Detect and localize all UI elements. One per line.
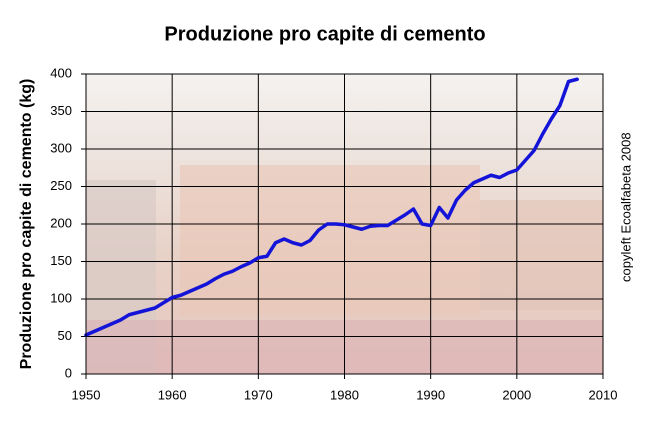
x-tick-label: 1970 [244,387,273,402]
y-tick-label: 50 [58,328,72,343]
data-line [84,77,579,337]
chart-title: Produzione pro capite di cemento [164,23,485,45]
plot-border [85,73,604,375]
x-tick-label: 1950 [72,387,101,402]
y-tick-label: 300 [50,140,72,155]
y-tick-label: 250 [50,178,72,193]
x-tick-label: 2000 [502,387,531,402]
y-tick-label: 400 [50,65,72,80]
y-tick-label: 0 [65,365,72,380]
y-tick-label: 150 [50,253,72,268]
y-tick-label: 200 [50,215,72,230]
x-tick-label: 1990 [416,387,445,402]
annotation: copyleft Ecoalfabeta 2008 [618,132,633,282]
x-tick-label: 1960 [158,387,187,402]
y-tick-label: 100 [50,290,72,305]
x-tick-label: 1980 [330,387,359,402]
x-tick-label: 2010 [589,387,618,402]
y-tick-label: 350 [50,103,72,118]
y-axis-label: Produzione pro capite di cemento (kg) [18,79,35,370]
